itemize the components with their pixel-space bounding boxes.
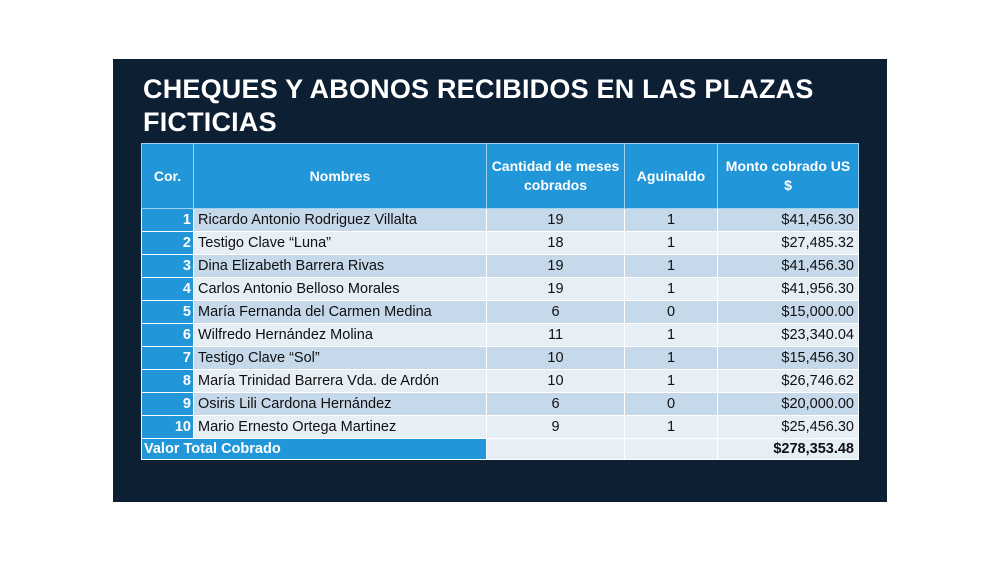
table-row: 1 Ricardo Antonio Rodriguez Villalta 19 … (141, 208, 859, 232)
cell-cor: 7 (141, 346, 194, 370)
total-empty-cell (624, 438, 718, 460)
table-row: 5 María Fernanda del Carmen Medina 6 0 $… (141, 300, 859, 324)
cell-monto: $27,485.32 (717, 231, 859, 255)
total-label: Valor Total Cobrado (141, 438, 487, 460)
cell-meses: 11 (486, 323, 625, 347)
cell-nombre: Mario Ernesto Ortega Martinez (193, 415, 487, 439)
table-row: 7 Testigo Clave “Sol” 10 1 $15,456.30 (141, 346, 859, 370)
cell-meses: 6 (486, 300, 625, 324)
cell-monto: $41,456.30 (717, 208, 859, 232)
table-row: 10 Mario Ernesto Ortega Martinez 9 1 $25… (141, 415, 859, 439)
cell-meses: 19 (486, 254, 625, 278)
cell-cor: 6 (141, 323, 194, 347)
slide: CHEQUES Y ABONOS RECIBIDOS EN LAS PLAZAS… (113, 59, 887, 502)
total-empty-cell (486, 438, 625, 460)
cell-aguinaldo: 1 (624, 277, 718, 301)
cell-nombre: Testigo Clave “Luna” (193, 231, 487, 255)
cell-nombre: Dina Elizabeth Barrera Rivas (193, 254, 487, 278)
cell-cor: 4 (141, 277, 194, 301)
cell-aguinaldo: 1 (624, 415, 718, 439)
cell-monto: $26,746.62 (717, 369, 859, 393)
cell-monto: $25,456.30 (717, 415, 859, 439)
cell-cor: 10 (141, 415, 194, 439)
cell-monto: $20,000.00 (717, 392, 859, 416)
cell-aguinaldo: 1 (624, 369, 718, 393)
cell-cor: 5 (141, 300, 194, 324)
cell-monto: $41,456.30 (717, 254, 859, 278)
cell-meses: 6 (486, 392, 625, 416)
cell-meses: 10 (486, 369, 625, 393)
cell-nombre: María Fernanda del Carmen Medina (193, 300, 487, 324)
total-value: $278,353.48 (717, 438, 859, 460)
table-row: 3 Dina Elizabeth Barrera Rivas 19 1 $41,… (141, 254, 859, 278)
cell-nombre: María Trinidad Barrera Vda. de Ardón (193, 369, 487, 393)
cell-aguinaldo: 0 (624, 392, 718, 416)
cell-meses: 18 (486, 231, 625, 255)
cell-monto: $15,456.30 (717, 346, 859, 370)
cell-aguinaldo: 1 (624, 346, 718, 370)
table-row: 8 María Trinidad Barrera Vda. de Ardón 1… (141, 369, 859, 393)
cell-nombre: Carlos Antonio Belloso Morales (193, 277, 487, 301)
cell-nombre: Ricardo Antonio Rodriguez Villalta (193, 208, 487, 232)
table-row: 4 Carlos Antonio Belloso Morales 19 1 $4… (141, 277, 859, 301)
header-cor: Cor. (141, 143, 194, 209)
table-header-row: Cor. Nombres Cantidad de meses cobrados … (141, 143, 859, 209)
cell-nombre: Osiris Lili Cardona Hernández (193, 392, 487, 416)
cell-cor: 8 (141, 369, 194, 393)
cell-aguinaldo: 0 (624, 300, 718, 324)
cell-meses: 10 (486, 346, 625, 370)
cell-aguinaldo: 1 (624, 208, 718, 232)
header-nombres: Nombres (193, 143, 487, 209)
cell-meses: 19 (486, 208, 625, 232)
table-row: 6 Wilfredo Hernández Molina 11 1 $23,340… (141, 323, 859, 347)
cell-cor: 2 (141, 231, 194, 255)
cell-cor: 3 (141, 254, 194, 278)
total-row: Valor Total Cobrado $278,353.48 (141, 438, 859, 460)
cell-meses: 9 (486, 415, 625, 439)
cell-monto: $23,340.04 (717, 323, 859, 347)
cell-aguinaldo: 1 (624, 231, 718, 255)
cell-nombre: Testigo Clave “Sol” (193, 346, 487, 370)
table-row: 2 Testigo Clave “Luna” 18 1 $27,485.32 (141, 231, 859, 255)
cell-meses: 19 (486, 277, 625, 301)
payments-table: Cor. Nombres Cantidad de meses cobrados … (141, 143, 859, 460)
slide-title: CHEQUES Y ABONOS RECIBIDOS EN LAS PLAZAS… (143, 74, 814, 137)
cell-monto: $15,000.00 (717, 300, 859, 324)
cell-cor: 9 (141, 392, 194, 416)
cell-cor: 1 (141, 208, 194, 232)
cell-nombre: Wilfredo Hernández Molina (193, 323, 487, 347)
header-aguinaldo: Aguinaldo (624, 143, 718, 209)
header-cantidad-meses: Cantidad de meses cobrados (486, 143, 625, 209)
cell-monto: $41,956.30 (717, 277, 859, 301)
cell-aguinaldo: 1 (624, 254, 718, 278)
header-monto: Monto cobrado US $ (717, 143, 859, 209)
table-row: 9 Osiris Lili Cardona Hernández 6 0 $20,… (141, 392, 859, 416)
cell-aguinaldo: 1 (624, 323, 718, 347)
